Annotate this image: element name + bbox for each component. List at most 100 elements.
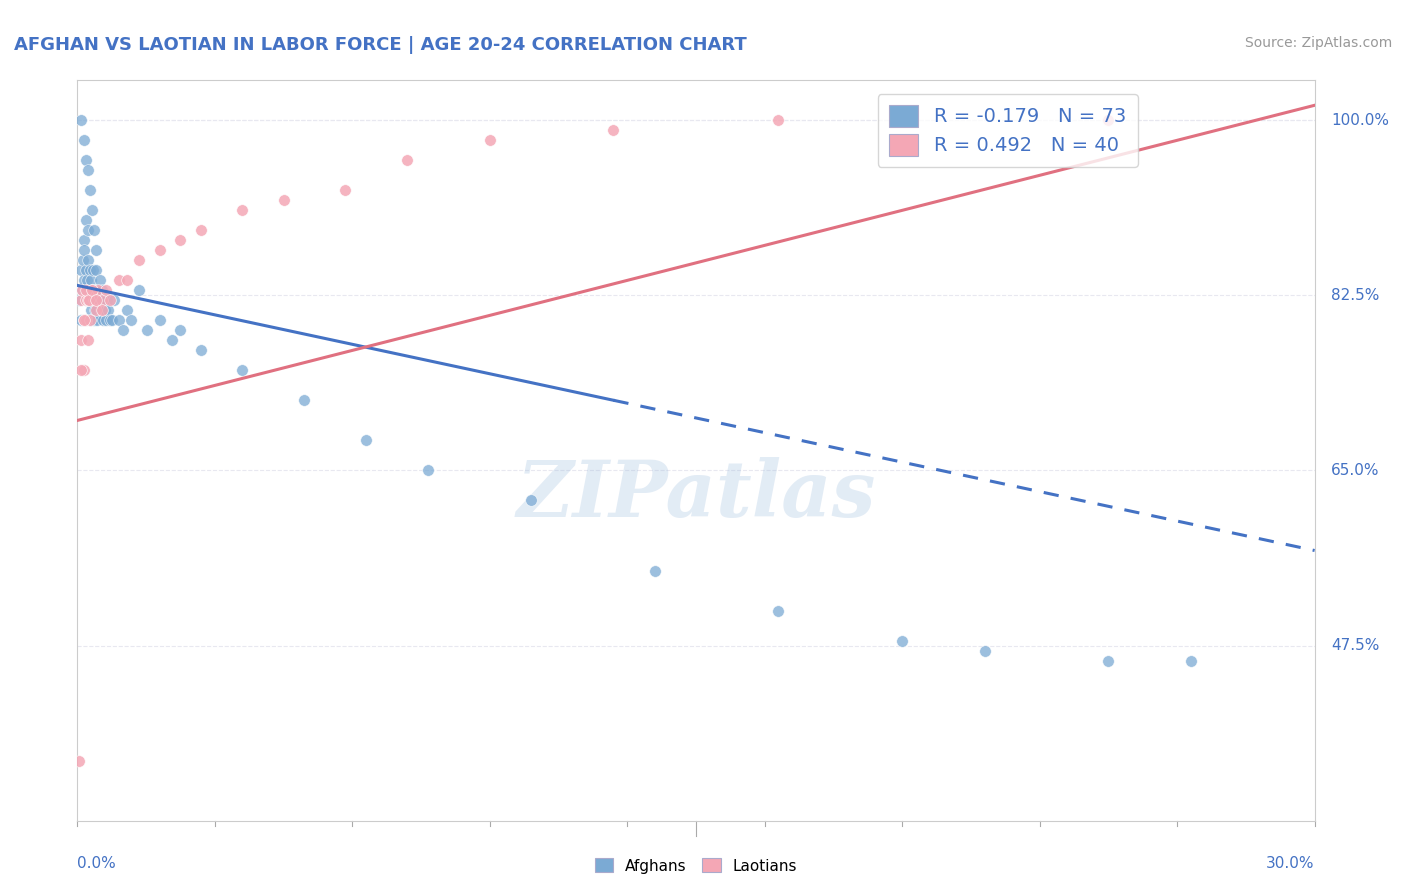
Point xyxy=(72,253,94,268)
Point xyxy=(72,133,94,147)
Point xyxy=(128,253,150,268)
Point xyxy=(115,303,138,318)
Point xyxy=(973,643,995,657)
Point xyxy=(80,203,103,218)
Point xyxy=(136,323,159,337)
Text: 47.5%: 47.5% xyxy=(1331,638,1379,653)
Point xyxy=(75,293,97,308)
Text: 82.5%: 82.5% xyxy=(1331,288,1379,303)
Point xyxy=(70,313,93,327)
Point xyxy=(478,133,501,147)
Point xyxy=(82,293,104,308)
Point xyxy=(77,293,100,308)
Point xyxy=(111,323,134,337)
Point xyxy=(67,754,90,768)
Point xyxy=(149,313,172,327)
Point xyxy=(80,273,103,287)
Point xyxy=(169,323,191,337)
Point xyxy=(79,303,101,318)
Point xyxy=(160,334,183,348)
Point xyxy=(93,293,115,308)
Point xyxy=(115,273,138,287)
Point xyxy=(94,303,117,318)
Point xyxy=(70,113,93,128)
Point xyxy=(76,273,98,287)
Point xyxy=(190,223,212,237)
Point xyxy=(91,284,114,298)
Text: AFGHAN VS LAOTIAN IN LABOR FORCE | AGE 20-24 CORRELATION CHART: AFGHAN VS LAOTIAN IN LABOR FORCE | AGE 2… xyxy=(14,36,747,54)
Point xyxy=(75,284,97,298)
Point xyxy=(83,284,105,298)
Point xyxy=(190,343,212,358)
Text: 30.0%: 30.0% xyxy=(1267,855,1315,871)
Point xyxy=(335,183,357,197)
Text: Source: ZipAtlas.com: Source: ZipAtlas.com xyxy=(1244,36,1392,50)
Point xyxy=(87,284,110,298)
Point xyxy=(86,313,108,327)
Point xyxy=(75,293,97,308)
Point xyxy=(87,293,110,308)
Point xyxy=(77,284,100,298)
Point xyxy=(98,293,121,308)
Point xyxy=(83,313,105,327)
Point xyxy=(1180,654,1202,668)
Point xyxy=(120,313,142,327)
Point xyxy=(77,293,100,308)
Point xyxy=(84,244,107,258)
Point xyxy=(72,273,94,287)
Point xyxy=(354,434,377,448)
Point xyxy=(83,293,105,308)
Point xyxy=(91,293,114,308)
Point xyxy=(75,153,97,168)
Point xyxy=(79,183,101,197)
Point xyxy=(87,284,110,298)
Point xyxy=(520,493,543,508)
Text: 0.0%: 0.0% xyxy=(77,855,117,871)
Point xyxy=(768,603,790,617)
Point xyxy=(79,263,101,277)
Point xyxy=(76,163,98,178)
Point xyxy=(80,284,103,298)
Point xyxy=(231,363,253,377)
Point xyxy=(73,284,96,298)
Point xyxy=(97,303,120,318)
Point xyxy=(107,313,129,327)
Point xyxy=(73,363,96,377)
Point xyxy=(75,313,97,327)
Point xyxy=(72,284,94,298)
Point xyxy=(84,303,107,318)
Point xyxy=(416,463,439,477)
Point xyxy=(80,284,103,298)
Point xyxy=(72,233,94,247)
Point xyxy=(128,284,150,298)
Point xyxy=(75,213,97,227)
Point xyxy=(90,303,112,318)
Point xyxy=(69,293,91,308)
Point xyxy=(79,313,101,327)
Point xyxy=(96,293,118,308)
Point xyxy=(96,284,118,298)
Point xyxy=(80,284,103,298)
Point xyxy=(98,313,121,327)
Point xyxy=(91,303,114,318)
Point xyxy=(1097,654,1119,668)
Point xyxy=(84,263,107,277)
Point xyxy=(70,363,93,377)
Point xyxy=(768,113,790,128)
Point xyxy=(89,273,111,287)
Point xyxy=(76,223,98,237)
Legend: Afghans, Laotians: Afghans, Laotians xyxy=(589,853,803,880)
Text: 100.0%: 100.0% xyxy=(1331,112,1389,128)
Point xyxy=(84,303,107,318)
Point xyxy=(83,223,105,237)
Point xyxy=(75,263,97,277)
Point xyxy=(169,233,191,247)
Point xyxy=(70,334,93,348)
Point xyxy=(76,334,98,348)
Text: 65.0%: 65.0% xyxy=(1331,463,1379,478)
Point xyxy=(1097,113,1119,128)
Point xyxy=(91,313,114,327)
Point xyxy=(602,123,624,137)
Point xyxy=(96,313,118,327)
Point xyxy=(149,244,172,258)
